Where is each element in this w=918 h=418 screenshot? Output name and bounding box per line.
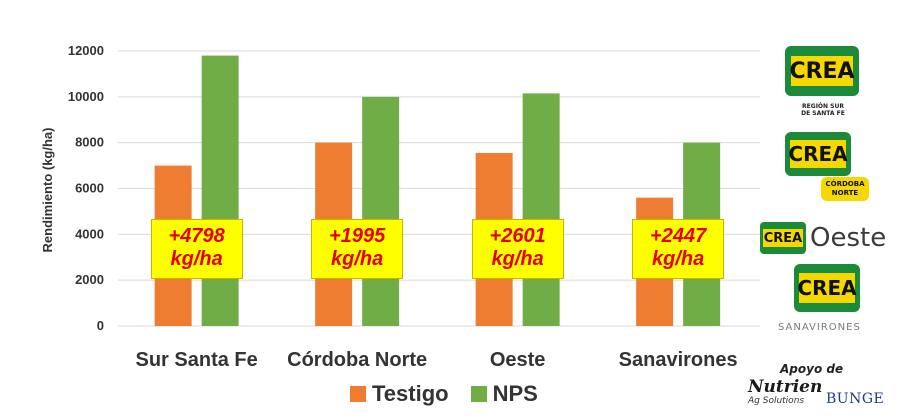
difference-label: +4798 kg/ha [150,219,243,279]
y-tick-label: 10000 [68,89,104,104]
legend-swatch-testigo [350,386,366,402]
legend-label-nps: NPS [492,381,538,406]
y-tick-label: 12000 [68,43,104,58]
logo-nutrien: Nutrien Ag Solutions [748,377,823,406]
y-axis-label: Rendimiento (kg/ha) [40,128,55,253]
difference-value: +4798 [168,225,225,247]
difference-unit: kg/ha [652,248,705,270]
difference-label: +1995 kg/ha [311,219,404,279]
logo-crea-cordoba-norte: CREA CÓRDOBA NORTE [785,132,869,214]
crea-badge: CREA [760,222,806,254]
apoyo-de-text: Apoyo de [780,362,844,376]
crea-badge: CREA [785,132,851,176]
difference-unit: kg/ha [170,248,223,270]
logo-crea-region-sur: CREA REGIÓN SUR DE SANTA FE [785,46,861,117]
x-axis-categories: Sur Santa Fe Córdoba Norte Oeste Sanavirone… [136,349,738,371]
difference-label: +2601 kg/ha [471,219,564,279]
legend-label-testigo: Testigo [372,381,449,406]
x-category-label: Sur Santa Fe [136,349,258,371]
region-sur-text: REGIÓN SUR DE SANTA FE [801,103,845,117]
legend-item-nps: NPS [470,381,538,407]
cordoba-norte-tag: CÓRDOBA NORTE [821,177,869,201]
legend: Testigo NPS [350,381,560,407]
y-axis-ticks: 0 2000 4000 6000 8000 10000 12000 [68,43,104,333]
y-tick-label: 6000 [75,181,104,196]
legend-swatch-nps [470,386,487,402]
difference-value: +2447 [650,225,707,247]
crea-text: CREA [788,140,848,168]
difference-value: +2601 [489,225,546,247]
difference-unit: kg/ha [491,248,544,270]
nutrien-sub-text: Ag Solutions [748,396,805,406]
y-tick-label: 0 [97,318,104,333]
bar-nps-2 [362,96,400,326]
bar-nps-1 [201,55,239,326]
crea-badge: CREA [785,46,859,96]
nutrien-text: Nutrien [748,377,823,397]
logo-crea-oeste: CREA Oeste [760,222,890,254]
x-category-label: Oeste [490,349,546,371]
logo-bunge: BUNGE [826,391,885,407]
difference-unit: kg/ha [331,248,384,270]
y-tick-label: 4000 [75,226,104,241]
bar-nps-3 [522,93,560,326]
y-tick-label: 2000 [75,272,104,287]
sanavirones-text: SANAVIRONES [778,322,861,333]
y-tick-label: 8000 [75,135,104,150]
crea-text: CREA [763,229,803,247]
x-category-label: Sanavirones [619,349,738,371]
difference-label: +2447 kg/ha [632,219,725,279]
bars [154,55,721,326]
legend-item-testigo: Testigo [350,381,449,407]
x-category-label: Córdoba Norte [287,349,427,371]
difference-value: +1995 [329,225,386,247]
oeste-text: Oeste [810,223,887,253]
logo-crea-sanavirones: CREA SANAVIRONES [778,264,888,333]
crea-badge: CREA [794,264,860,312]
crea-text: CREA [797,273,857,303]
crea-text: CREA [789,56,855,86]
